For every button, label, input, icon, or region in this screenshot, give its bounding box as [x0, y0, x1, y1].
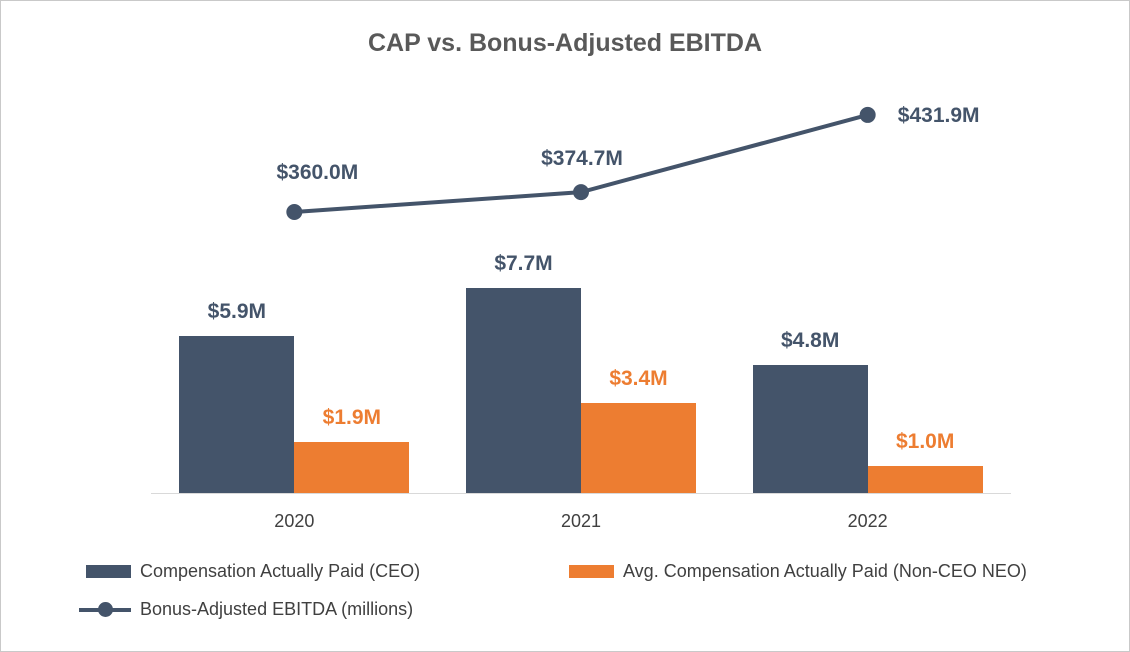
x-axis-label-2022: 2022 [847, 511, 888, 531]
legend-label-ebitda: Bonus-Adjusted EBITDA (millions) [140, 599, 414, 619]
x-axis-line [151, 493, 1011, 494]
x-axis-label-2021: 2021 [560, 511, 602, 531]
legend-item-ebitda: Bonus-Adjusted EBITDA (millions) [79, 599, 413, 620]
x-axis-label-2020: 2020 [274, 511, 315, 531]
bar-ceo-2022 [752, 365, 868, 493]
ebitda-point-2020 [286, 204, 303, 220]
bar-neo-2022 [867, 466, 983, 493]
ebitda-label-2021: $374.7M [541, 147, 623, 171]
bar-label-ceo-2021: $7.7M [494, 252, 553, 276]
bar-label-neo-2020: $1.9M [322, 406, 382, 430]
chart-title: CAP vs. Bonus-Adjusted EBITDA [367, 29, 763, 57]
bar-neo-2020 [294, 442, 410, 493]
ebitda-point-2021 [573, 184, 589, 201]
legend-swatch-cap-neo [569, 565, 614, 578]
legend-item-cap-neo: Avg. Compensation Actually Paid (Non-CEO… [569, 561, 1027, 582]
legend-item-cap-ceo: Compensation Actually Paid (CEO) [86, 561, 420, 582]
ebitda-label-2022: $431.9M [897, 103, 980, 127]
bar-label-neo-2022: $1.0M [895, 430, 955, 454]
bar-ceo-2020 [179, 336, 295, 493]
legend-swatch-ebitda-line [79, 602, 131, 617]
ebitda-label-2020: $360.0M [276, 161, 359, 184]
ebitda-point-2022 [859, 106, 876, 123]
legend-label-cap-ceo: Compensation Actually Paid (CEO) [140, 561, 421, 581]
bar-label-ceo-2020: $5.9M [207, 300, 267, 324]
bar-neo-2021 [581, 402, 696, 493]
bar-label-neo-2021: $3.4M [609, 366, 668, 390]
bar-ceo-2021 [466, 288, 581, 493]
legend-marker-icon [98, 602, 113, 617]
legend-swatch-cap-ceo [86, 565, 131, 578]
legend-label-cap-neo: Avg. Compensation Actually Paid (Non-CEO… [623, 561, 1027, 581]
bar-label-ceo-2022: $4.8M [780, 329, 840, 353]
